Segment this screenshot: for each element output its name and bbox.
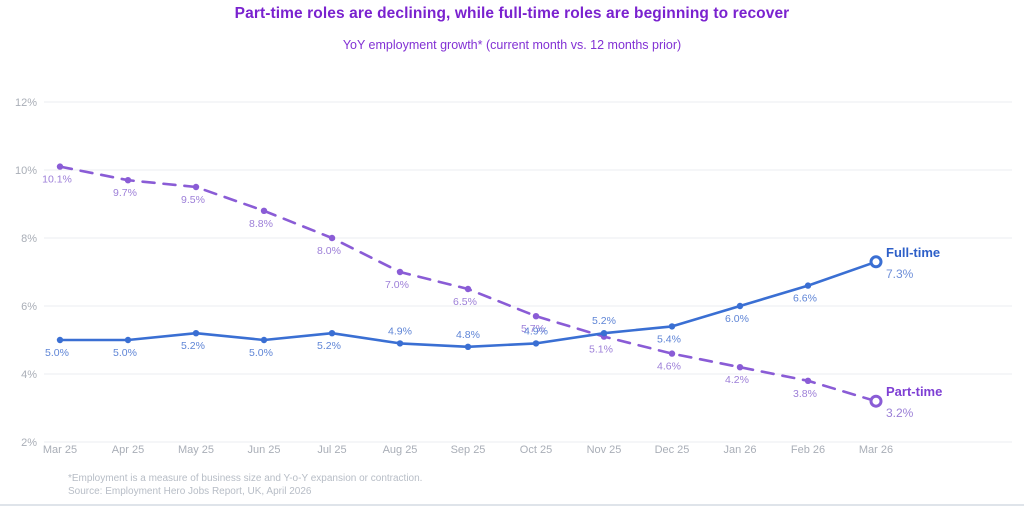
- legend-part-time-value: 3.2%: [886, 406, 914, 420]
- part-time-data-label: 8.8%: [249, 218, 273, 230]
- x-tick-label: Jul 25: [317, 444, 346, 456]
- y-tick-label: 10%: [15, 165, 37, 177]
- legend-full-time-label: Full-time: [886, 245, 940, 260]
- part-time-data-point: [56, 163, 64, 170]
- part-time-data-label: 6.5%: [453, 296, 477, 308]
- part-time-data-point: [464, 285, 472, 293]
- full-time-data-point: [600, 330, 608, 337]
- full-time-data-label: 5.4%: [657, 333, 681, 345]
- full-time-data-point: [328, 330, 336, 337]
- x-tick-label: Sep 25: [451, 444, 486, 456]
- y-tick-label: 4%: [21, 369, 37, 381]
- part-time-data-label: 9.7%: [113, 187, 137, 199]
- legend-full-time-value: 7.3%: [886, 267, 914, 281]
- full-time-data-point: [124, 336, 132, 344]
- full-time-data-label: 5.0%: [45, 347, 69, 359]
- full-time-data-label: 5.2%: [181, 340, 205, 352]
- x-tick-label: Nov 25: [587, 444, 622, 456]
- part-time-end-point: [869, 394, 883, 408]
- full-time-data-point: [396, 340, 404, 347]
- part-time-data-point: [804, 377, 812, 384]
- full-time-data-label: 5.2%: [592, 315, 616, 327]
- full-time-data-label: 5.0%: [113, 347, 137, 359]
- full-time-data-point: [260, 336, 268, 344]
- x-tick-label: May 25: [178, 444, 214, 456]
- x-tick-label: Oct 25: [520, 444, 552, 456]
- part-time-data-label: 4.6%: [657, 361, 681, 373]
- part-time-data-label: 5.7%: [521, 323, 545, 335]
- full-time-end-point: [869, 255, 883, 269]
- x-tick-label: Jun 25: [247, 444, 280, 456]
- part-time-data-label: 10.1%: [42, 174, 72, 186]
- chart-title: Part-time roles are declining, while ful…: [234, 5, 790, 22]
- full-time-data-label: 5.2%: [317, 340, 341, 352]
- footnote-line-2: Source: Employment Hero Jobs Report, UK,…: [68, 485, 312, 497]
- part-time-data-label: 8.0%: [317, 245, 341, 257]
- footnote: *Employment is a measure of business siz…: [68, 473, 422, 498]
- x-tick-label: Dec 25: [655, 444, 690, 456]
- y-tick-label: 12%: [15, 97, 37, 109]
- part-time-data-label: 5.1%: [589, 344, 613, 356]
- full-time-data-point: [464, 343, 472, 350]
- legend-part-time-label: Part-time: [886, 384, 942, 399]
- full-time-data-label: 4.9%: [388, 325, 412, 337]
- y-tick-label: 6%: [21, 301, 37, 313]
- y-tick-label: 8%: [21, 233, 37, 245]
- full-time-data-point: [192, 330, 200, 337]
- full-time-data-label: 6.0%: [725, 313, 749, 325]
- x-tick-label: Mar 26: [859, 444, 893, 456]
- part-time-data-label: 4.2%: [725, 374, 749, 386]
- part-time-data-point: [328, 234, 336, 242]
- full-time-data-point: [804, 282, 812, 289]
- part-time-data-label: 7.0%: [385, 279, 409, 291]
- full-time-data-label: 4.8%: [456, 329, 480, 341]
- part-time-data-label: 3.8%: [793, 388, 817, 400]
- full-time-data-label: 5.0%: [249, 347, 273, 359]
- full-time-data-point: [668, 323, 676, 330]
- x-tick-label: Mar 25: [43, 444, 77, 456]
- full-time-data-label: 6.6%: [793, 293, 817, 305]
- part-time-data-point: [192, 183, 200, 191]
- part-time-data-point: [396, 268, 404, 276]
- full-time-data-point: [56, 336, 64, 344]
- x-tick-label: Jan 26: [723, 444, 756, 456]
- full-time-data-point: [532, 340, 540, 347]
- part-time-data-point: [668, 350, 676, 357]
- footnote-line-1: *Employment is a measure of business siz…: [68, 473, 423, 484]
- part-time-data-point: [736, 364, 744, 371]
- part-time-data-point: [124, 177, 132, 184]
- full-time-data-point: [736, 302, 744, 310]
- x-tick-label: Apr 25: [112, 444, 144, 456]
- x-tick-label: Aug 25: [383, 444, 418, 456]
- part-time-data-label: 9.5%: [181, 194, 205, 206]
- y-tick-label: 2%: [21, 437, 37, 449]
- chart-subtitle: YoY employment growth* (current month vs…: [342, 38, 682, 52]
- part-time-data-point: [260, 207, 268, 214]
- x-tick-label: Feb 26: [791, 444, 825, 456]
- part-time-data-point: [532, 313, 540, 320]
- full-time-data-label: 4.9%: [524, 325, 548, 337]
